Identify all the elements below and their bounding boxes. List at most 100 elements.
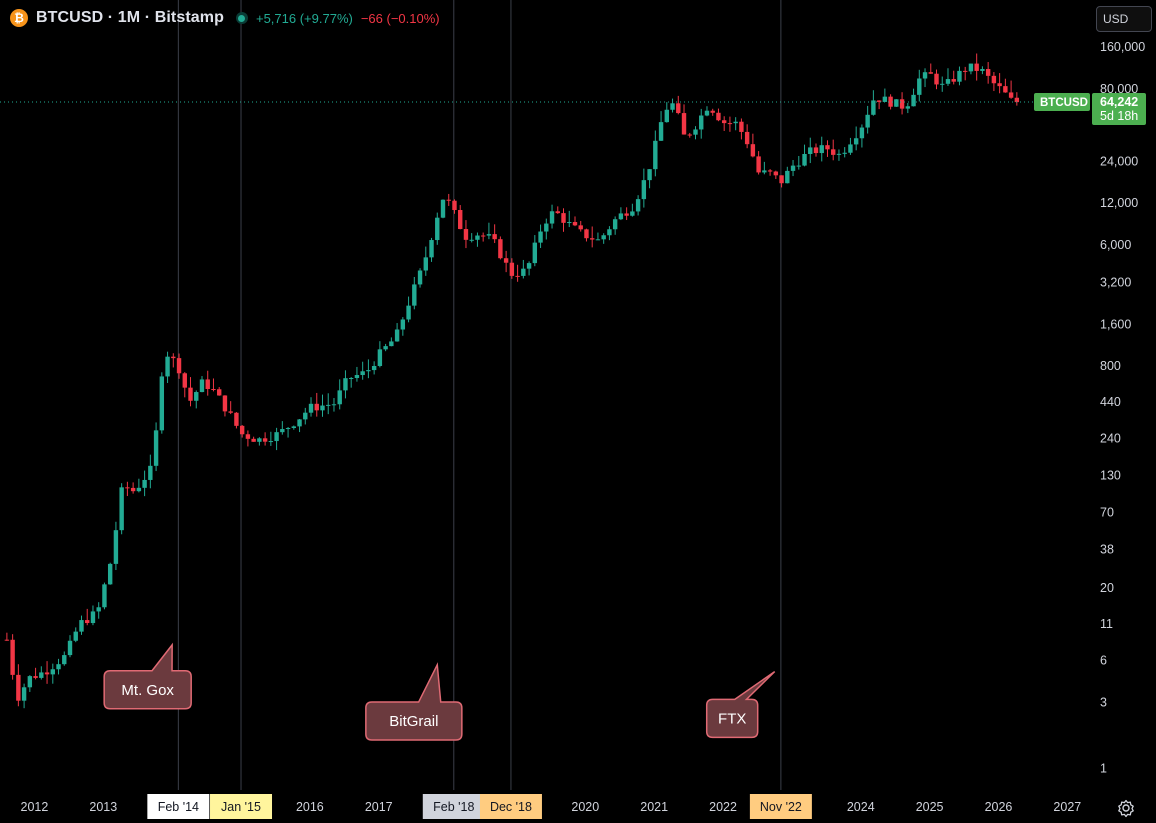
candle-body [211,389,216,391]
candle-body [773,171,779,176]
candle-body [1014,97,1020,103]
candle-body [641,180,647,200]
candle-body [285,428,291,430]
currency-button[interactable]: USD [1096,6,1152,32]
callout-label: BitGrail [389,713,438,730]
candle-body [635,199,641,212]
candle-body [532,242,538,264]
candle-body [429,240,434,258]
candle-body [876,100,882,102]
candle-body [320,405,325,411]
candle-body [417,270,423,285]
candle-body [308,403,314,413]
candle-body [945,79,951,84]
candle-body [681,113,687,135]
callout-bubble [365,662,463,741]
candle-body [486,234,492,236]
candle-body [205,379,210,390]
candle-body [693,129,698,135]
candle-body [199,379,205,393]
y-tick-label: 11 [1100,617,1113,631]
callout: BitGrail [365,662,463,741]
candle-body [544,223,549,232]
countdown-label: 5d 18h [1100,109,1138,123]
candle-body [859,127,865,139]
candle-body [796,165,801,167]
candle-body [664,109,670,123]
candle-body [291,426,297,429]
x-tick-label: 2026 [985,800,1013,814]
candle-body [440,199,446,218]
candle-body [567,222,572,224]
x-tick-label: Dec '18 [490,800,532,814]
candle-body [119,487,124,531]
x-tick-label: Nov '22 [760,800,802,814]
candle-body [194,392,199,401]
candle-body [871,100,876,115]
y-tick-label: 70 [1100,506,1114,520]
candle-body [1003,86,1008,93]
y-tick-label: 160,000 [1100,40,1145,54]
candle-body [779,175,784,184]
change-down: −66 (−0.10%) [360,10,440,26]
candle-body [917,78,922,95]
candle-body [561,213,566,223]
candle-body [590,238,595,240]
candle-body [825,145,830,150]
y-tick-label: 240 [1100,432,1121,446]
candle-body [222,395,228,412]
candle-body [653,140,658,170]
y-tick-label: 1,600 [1100,317,1131,331]
x-tick-highlight [749,794,812,819]
candle-body [526,263,532,269]
candle-body [44,672,50,675]
price-label: 64,242 [1100,95,1138,109]
x-tick-highlight [479,794,542,819]
candle-body [130,487,136,492]
candle-body [922,72,928,79]
symbol-title[interactable]: BTCUSD · 1M · Bitstamp [36,9,224,26]
x-tick-label: 2024 [847,800,875,814]
candle-body [572,222,578,226]
chart-header: ₿ BTCUSD · 1M · Bitstamp +5,716 (+9.77%)… [10,8,440,28]
candle-body [934,73,939,85]
candle-body [423,257,428,271]
candle-body [394,329,400,342]
candle-body [940,83,945,85]
candle-body [389,341,394,347]
candle-body [882,96,888,102]
candle-body [377,349,383,366]
y-tick-label: 38 [1100,543,1114,557]
candle-body [274,432,279,442]
candle-body [406,305,411,320]
candle-body [578,225,583,230]
x-tick-label: 2013 [89,800,117,814]
candle-body [894,99,899,107]
candle-body [813,147,819,154]
candle-body [257,438,262,442]
candle-body [412,284,417,306]
candle-body [107,563,113,585]
candle-body [687,134,692,136]
candle-body [148,465,153,480]
candle-body [33,676,38,678]
candle-body [974,63,979,71]
x-tick-label: Jan '15 [221,800,261,814]
market-status-icon[interactable] [235,12,248,24]
settings-gear-icon[interactable] [1116,798,1136,818]
callout-bubble [103,642,192,710]
candle-body [142,479,147,488]
y-tick-label: 6,000 [1100,238,1131,252]
y-tick-label: 440 [1100,395,1121,409]
candle-body [848,144,853,153]
bitcoin-logo-icon: ₿ [10,9,28,27]
candle-body [102,584,107,608]
candle-body [997,83,1002,87]
candle-body [790,165,796,171]
candle-body [985,69,991,76]
candle-body [153,430,159,466]
x-tick-label: 2027 [1053,800,1081,814]
candle-body [756,156,761,173]
candle-body [348,378,354,380]
